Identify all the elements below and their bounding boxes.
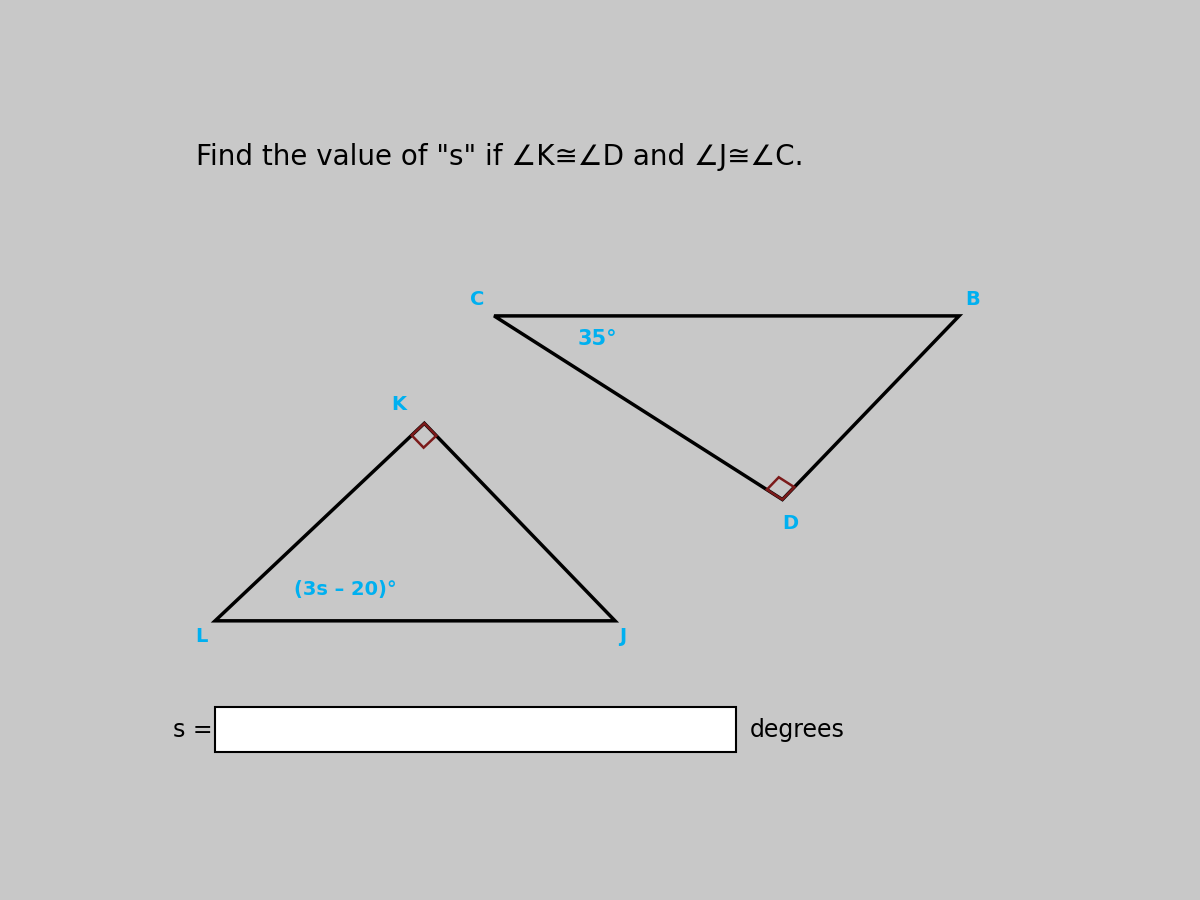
Text: B: B — [966, 291, 980, 310]
Bar — [215, 707, 736, 752]
Text: (3s – 20)°: (3s – 20)° — [294, 580, 397, 599]
Text: J: J — [619, 626, 626, 645]
Text: Find the value of "s" if ∠K≅∠D and ∠J≅∠C.: Find the value of "s" if ∠K≅∠D and ∠J≅∠C… — [197, 142, 804, 171]
Text: L: L — [194, 626, 208, 645]
Text: 35°: 35° — [578, 329, 618, 349]
Text: C: C — [470, 291, 485, 310]
Text: degrees: degrees — [750, 717, 845, 742]
Text: D: D — [781, 514, 798, 534]
Text: K: K — [391, 395, 407, 414]
Text: s =: s = — [173, 717, 212, 742]
